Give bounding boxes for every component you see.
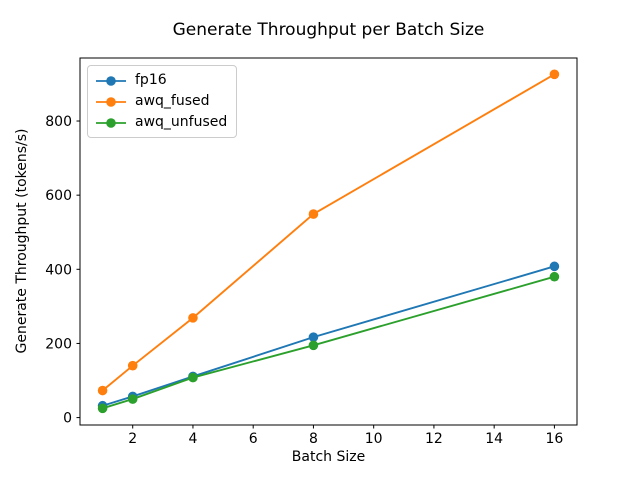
x-axis-label: Batch Size <box>291 449 366 465</box>
legend-item-fp16: fp16 <box>95 71 227 90</box>
legend: fp16 awq_fused awq_unfused <box>87 65 238 138</box>
x-tick-label: 14 <box>485 431 503 447</box>
series-marker-awq_fused <box>97 385 108 396</box>
series-marker-awq_unfused <box>127 394 138 404</box>
series-marker-awq_fused <box>188 313 198 323</box>
y-tick-label: 0 <box>63 411 72 427</box>
y-axis-label: Generate Throughput (tokens/s) <box>14 128 30 354</box>
axes-frame <box>79 57 578 426</box>
legend-line-marker-fp16 <box>96 75 126 86</box>
y-tick-label: 400 <box>45 262 72 278</box>
legend-line-marker-awq-fused <box>96 96 126 107</box>
chart-title: Generate Throughput per Batch Size <box>172 20 485 40</box>
series-marker-awq_fused <box>308 209 319 219</box>
series-marker-fp16 <box>549 261 560 272</box>
series-marker-awq_unfused <box>308 340 319 351</box>
legend-label-fp16: fp16 <box>135 72 167 88</box>
legend-label-awq-unfused: awq_unfused <box>135 114 228 130</box>
series-marker-fp16 <box>308 332 319 342</box>
x-tick-label: 8 <box>309 431 318 447</box>
x-tick-label: 6 <box>249 431 258 447</box>
x-tick-label: 16 <box>545 431 563 447</box>
y-tick-label: 200 <box>45 336 72 352</box>
series-marker-awq_unfused <box>549 271 560 282</box>
y-tick-label: 800 <box>45 114 72 130</box>
legend-item-awq-fused: awq_fused <box>95 92 227 111</box>
y-tick-label: 600 <box>45 188 72 204</box>
series-marker-awq_fused <box>549 69 560 80</box>
series-marker-awq_unfused <box>97 403 108 414</box>
x-tick-label: 2 <box>128 431 137 447</box>
legend-line-marker-awq-unfused <box>96 117 126 128</box>
series-marker-awq_fused <box>127 360 138 371</box>
legend-label-awq-fused: awq_fused <box>135 93 210 109</box>
legend-item-awq-unfused: awq_unfused <box>95 113 227 132</box>
x-tick-label: 12 <box>425 431 443 447</box>
x-tick-label: 4 <box>188 431 197 447</box>
series-marker-awq_unfused <box>188 372 198 383</box>
x-tick-label: 10 <box>365 431 383 447</box>
